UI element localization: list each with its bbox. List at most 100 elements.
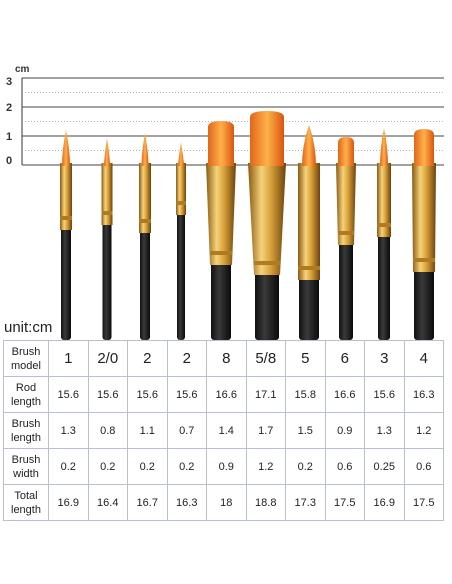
- table-cell: 16.3: [166, 484, 207, 521]
- row-header: Brush model: [3, 340, 49, 377]
- table-cell: 5/8: [245, 340, 286, 377]
- table-cell: 18: [206, 484, 247, 521]
- table-cell: 6: [324, 340, 365, 377]
- table-cell: 2/0: [87, 340, 128, 377]
- brush-ferrule: [60, 163, 72, 230]
- brush-ferrule: [336, 163, 356, 245]
- ferrule-ring: [101, 211, 113, 215]
- table-cell: 0.25: [364, 448, 405, 485]
- table-cell: 0.6: [403, 448, 444, 485]
- table-cell: 16.7: [127, 484, 168, 521]
- table-cell: 16.9: [364, 484, 405, 521]
- ferrule-ring: [413, 258, 435, 262]
- table-cell: 17.5: [324, 484, 365, 521]
- table-cell: 17.5: [403, 484, 444, 521]
- bristles: [104, 138, 110, 166]
- brush-handle: [177, 211, 185, 340]
- table-cell: 15.6: [87, 376, 128, 413]
- table-cell: 16.6: [324, 376, 365, 413]
- bristles: [141, 133, 149, 166]
- table-cell: 16.9: [48, 484, 89, 521]
- table-cell: 16.6: [206, 376, 247, 413]
- table-unit: unit:cm: [4, 319, 53, 336]
- brushes: [60, 111, 436, 340]
- table-cell: 0.8: [87, 412, 128, 449]
- table-cell: 0.2: [285, 448, 326, 485]
- table-cell: 1.1: [127, 412, 168, 449]
- ruler-unit: cm: [15, 64, 30, 75]
- ferrule-ring: [139, 219, 151, 223]
- ruler-label: 2: [6, 102, 12, 114]
- bristles: [302, 125, 316, 166]
- ferrule-ring: [60, 216, 72, 220]
- brush-handle: [102, 221, 112, 340]
- row-header: Total length: [3, 484, 49, 521]
- table-row: Rod length 15.6 15.6 15.6 15.6 16.6 17.1 15.8 16…: [3, 376, 444, 413]
- brush-ferrule: [412, 163, 436, 272]
- table-cell: 0.2: [166, 448, 207, 485]
- table-cell: 1: [48, 340, 89, 377]
- table-cell: 8: [206, 340, 247, 377]
- row-header: Rod length: [3, 376, 49, 413]
- table-cell: 1.7: [245, 412, 286, 449]
- brush-handle: [255, 271, 279, 340]
- brush-handle: [339, 241, 353, 340]
- table-row: Brush length 1.3 0.8 1.1 0.7 1.4 1.7 1.5 0.9 1.3 1…: [3, 412, 444, 449]
- table-cell: 1.5: [285, 412, 326, 449]
- table-cell: 17.3: [285, 484, 326, 521]
- table-cell: 15.6: [48, 376, 89, 413]
- brush-ferrule: [377, 163, 391, 237]
- table-row: Total length 16.9 16.4 16.7 16.3 18 18.8 17.3 17…: [3, 484, 444, 521]
- table-cell: 2: [166, 340, 207, 377]
- table-cell: 1.3: [364, 412, 405, 449]
- table-cell: 18.8: [245, 484, 286, 521]
- table-row: Brush width 0.2 0.2 0.2 0.2 0.9 1.2 0.2 0.6 0.25 0…: [3, 448, 444, 485]
- table-cell: 1.4: [206, 412, 247, 449]
- table-cell: 0.2: [48, 448, 89, 485]
- table-cell: 0.2: [87, 448, 128, 485]
- table-cell: 16.3: [403, 376, 444, 413]
- brush-handle: [211, 261, 231, 340]
- brush-handle: [414, 268, 434, 340]
- brush-handle: [299, 276, 319, 340]
- table-cell: 15.6: [166, 376, 207, 413]
- table-cell: 1.2: [245, 448, 286, 485]
- row-header: Brush width: [3, 448, 49, 485]
- ferrule-ring: [254, 261, 280, 265]
- ruler-label: 1: [6, 131, 12, 143]
- ruler-label: 3: [6, 76, 12, 88]
- ferrule-ring: [377, 223, 391, 227]
- table-cell: 1.2: [403, 412, 444, 449]
- ferrule-ring: [298, 266, 320, 270]
- table-cell: 3: [364, 340, 405, 377]
- brush-ferrule: [248, 163, 286, 275]
- table-cell: 16.4: [87, 484, 128, 521]
- table-cell: 17.1: [245, 376, 286, 413]
- row-header: Brush length: [3, 412, 49, 449]
- brush-ferrule: [139, 163, 151, 233]
- table-cell: 1.3: [48, 412, 89, 449]
- bristles: [338, 137, 354, 166]
- table-cell: 0.9: [324, 412, 365, 449]
- brush-ferrule: [176, 163, 186, 215]
- table-cell: 0.2: [127, 448, 168, 485]
- spec-table: Brush model 1 2/0 2 2 8 5/8 5 6 3 4 Rod length 15.6 1…: [3, 340, 444, 521]
- table-cell: 5: [285, 340, 326, 377]
- bristles: [208, 121, 234, 166]
- brush-handle: [61, 226, 71, 340]
- table-cell: 15.6: [364, 376, 405, 413]
- illustration: cm 3 2 1 0: [6, 64, 444, 340]
- bristles: [414, 129, 434, 166]
- table-cell: 4: [403, 340, 444, 377]
- brush-ferrule: [298, 163, 320, 280]
- bristles: [380, 128, 388, 166]
- table-row: Brush model 1 2/0 2 2 8 5/8 5 6 3 4: [3, 340, 444, 377]
- bristles: [62, 130, 70, 166]
- brush-handle: [378, 233, 390, 340]
- table-cell: 0.7: [166, 412, 207, 449]
- brush-ferrule: [206, 163, 236, 265]
- ferrule-ring: [338, 231, 354, 235]
- table-cell: 2: [127, 340, 168, 377]
- bristles: [178, 142, 184, 166]
